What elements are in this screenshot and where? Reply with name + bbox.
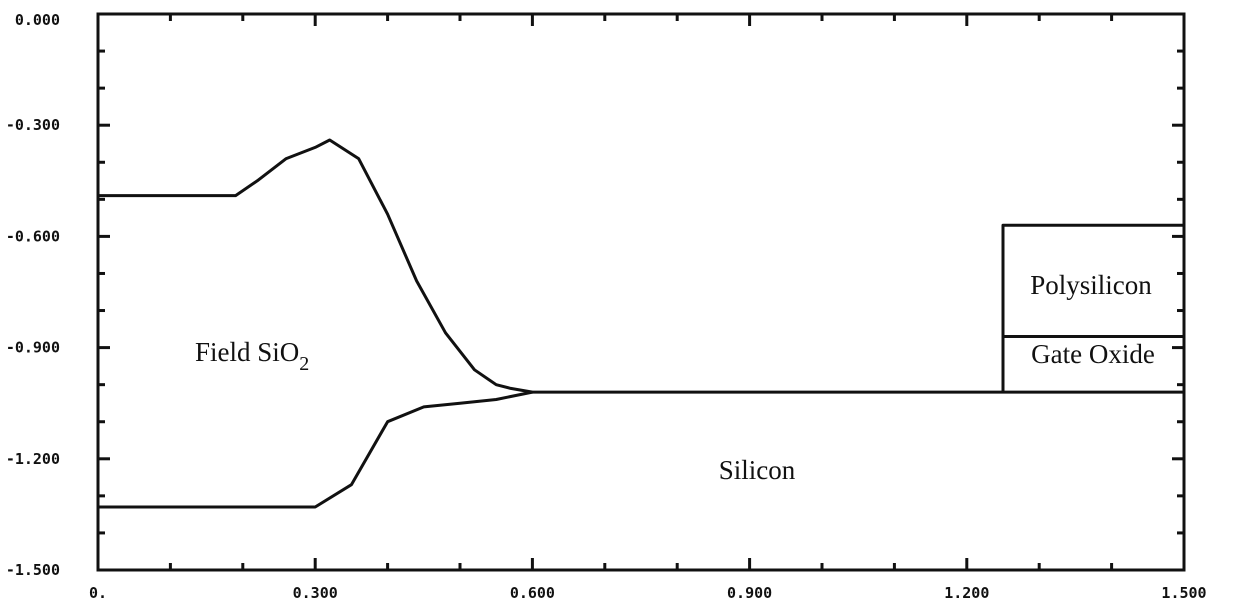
x-tick-label: 0. — [89, 584, 107, 602]
oxide-silicon-interface — [98, 390, 533, 509]
x-tick-label: 1.500 — [1161, 584, 1206, 602]
y-ticks — [98, 12, 1184, 572]
silicon-label: Silicon — [719, 455, 796, 485]
structure-boundaries — [98, 138, 1186, 509]
x-tick-label: 0.300 — [293, 584, 338, 602]
oxide-top-boundary — [98, 138, 1184, 394]
y-tick-labels: 0.000 -0.300 -0.600 -0.900 -1.200 -1.500 — [6, 11, 60, 579]
y-tick-label: -0.300 — [6, 116, 60, 134]
y-tick-label: -0.900 — [6, 339, 60, 357]
polysilicon-label: Polysilicon — [1030, 270, 1152, 300]
field-oxide-subscript: 2 — [299, 353, 309, 375]
plot-frame — [96, 12, 1186, 572]
x-tick-labels: 0. 0.300 0.600 0.900 1.200 1.500 — [89, 584, 1207, 602]
x-tick-label: 0.600 — [510, 584, 555, 602]
x-ticks — [96, 14, 1186, 570]
polysilicon-gate-box — [1001, 223, 1186, 393]
y-tick-label: 0.000 — [15, 11, 60, 29]
gate-oxide-label: Gate Oxide — [1031, 339, 1155, 369]
field-oxide-label: Field SiO2 — [195, 337, 309, 375]
y-tick-label: -1.500 — [6, 561, 60, 579]
field-oxide-text: Field SiO — [195, 337, 299, 367]
x-tick-label: 1.200 — [944, 584, 989, 602]
y-tick-label: -0.600 — [6, 227, 60, 245]
y-tick-label: -1.200 — [6, 450, 60, 468]
x-tick-label: 0.900 — [727, 584, 772, 602]
